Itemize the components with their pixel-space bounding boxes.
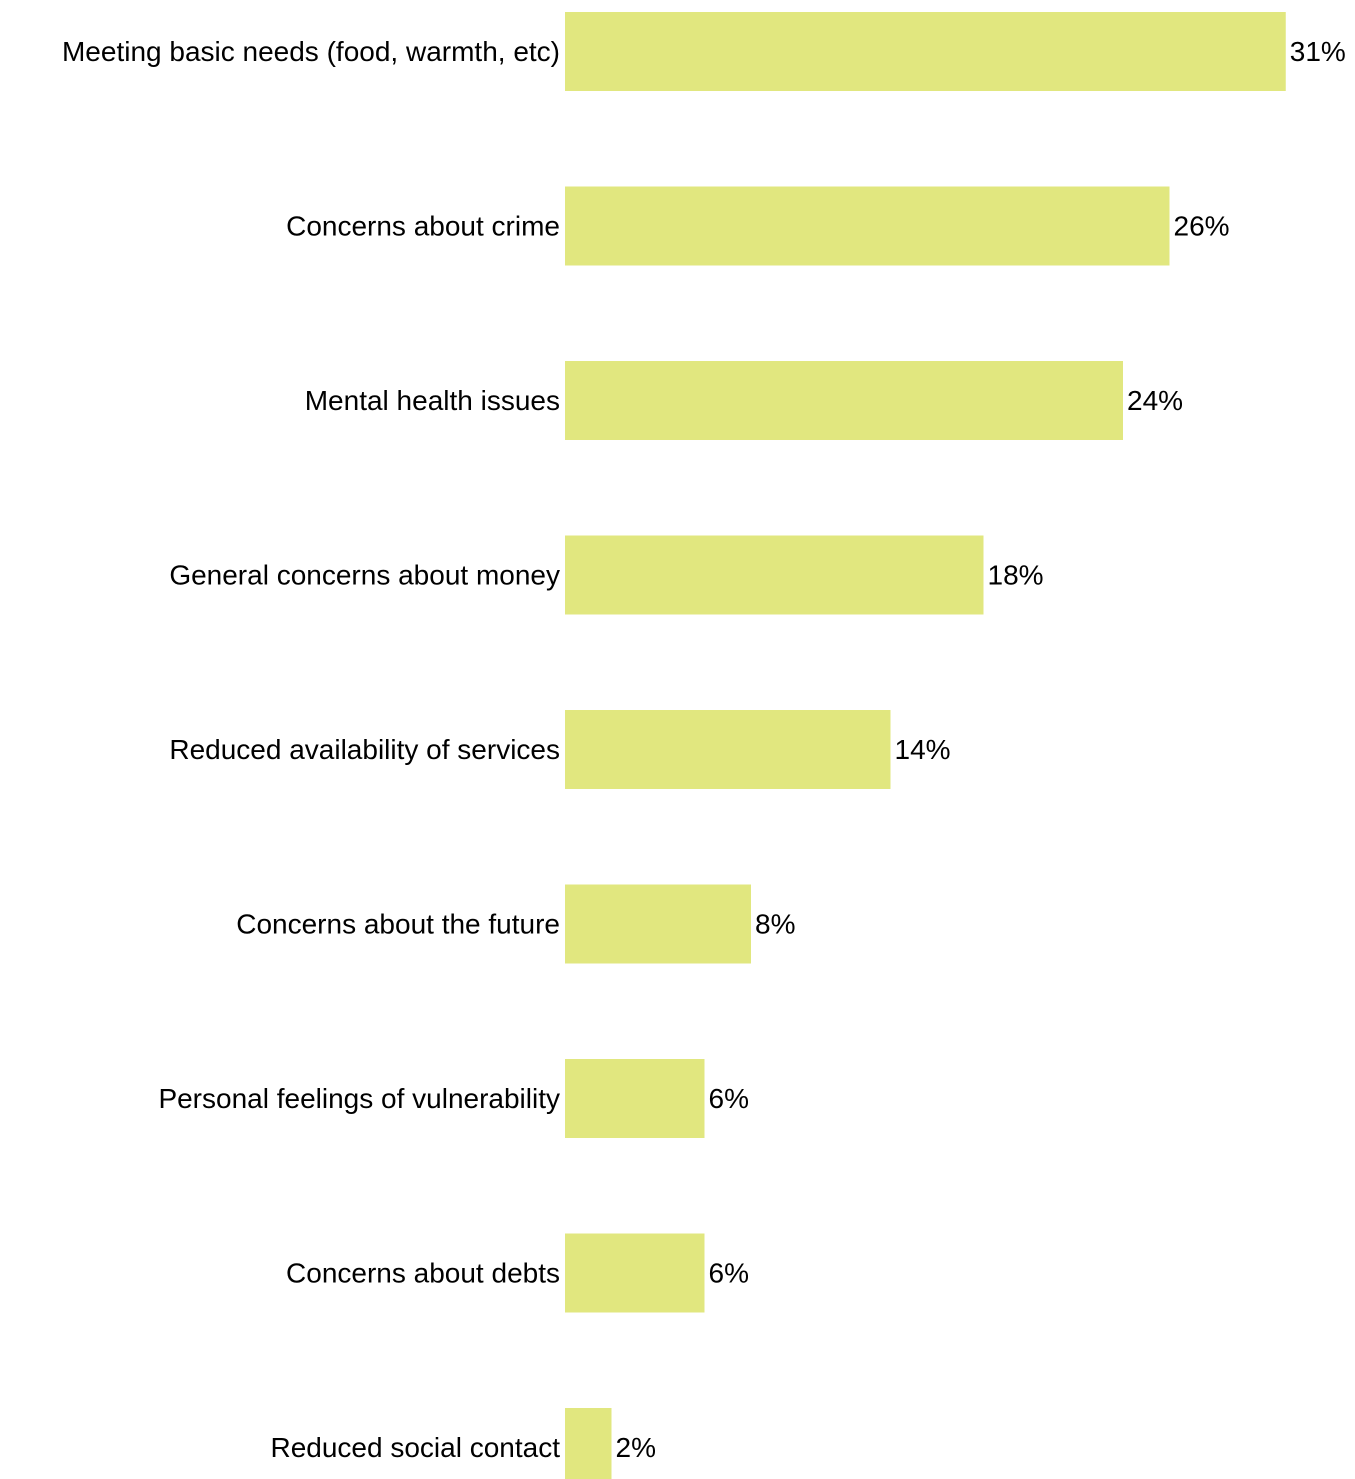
category-label: General concerns about money <box>169 560 560 591</box>
value-label: 6% <box>709 1258 749 1289</box>
category-label: Concerns about crime <box>286 211 560 242</box>
category-label: Concerns about the future <box>236 909 560 940</box>
value-label: 31% <box>1290 36 1346 67</box>
bar <box>565 1408 612 1479</box>
value-label: 26% <box>1174 211 1230 242</box>
bar <box>565 186 1170 266</box>
value-label: 24% <box>1127 385 1183 416</box>
category-label: Concerns about debts <box>286 1258 560 1289</box>
bar <box>565 884 751 964</box>
value-label: 8% <box>755 909 795 940</box>
bar <box>565 361 1123 440</box>
bar <box>565 710 891 789</box>
bar <box>565 12 1286 91</box>
value-label: 6% <box>709 1083 749 1114</box>
value-label: 18% <box>988 560 1044 591</box>
category-label: Personal feelings of vulnerability <box>158 1083 560 1114</box>
bar <box>565 1233 705 1313</box>
category-label: Reduced availability of services <box>169 734 560 765</box>
category-label: Reduced social contact <box>270 1432 560 1463</box>
category-label: Meeting basic needs (food, warmth, etc) <box>62 36 560 67</box>
bar <box>565 535 984 615</box>
value-label: 14% <box>895 734 951 765</box>
bar <box>565 1059 705 1138</box>
category-label: Mental health issues <box>305 385 560 416</box>
value-label: 2% <box>616 1432 656 1463</box>
